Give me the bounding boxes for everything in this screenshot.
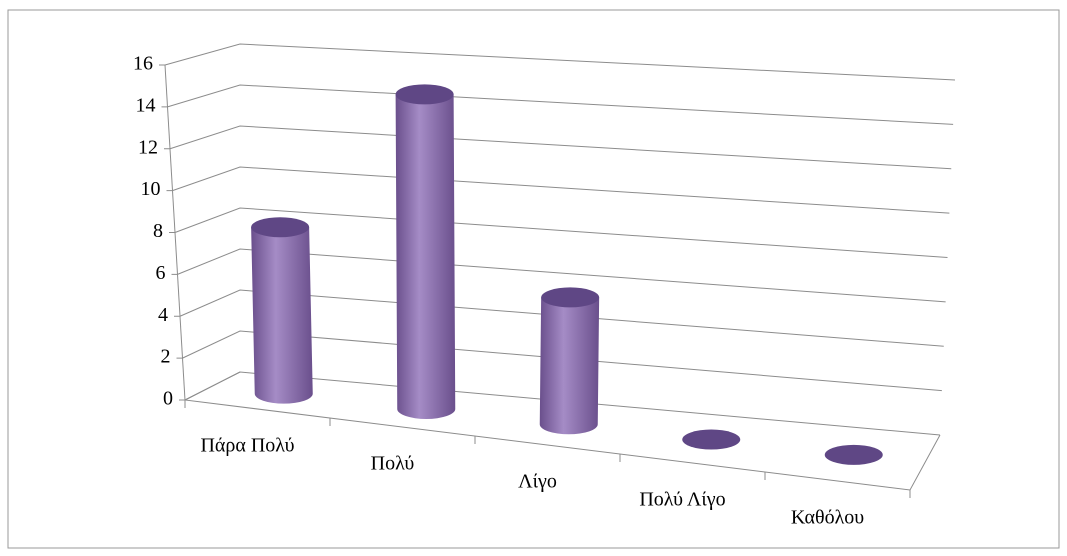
y-tick-label: 14 <box>136 94 156 116</box>
y-tick-label: 0 <box>163 388 173 410</box>
grid-line <box>182 330 942 392</box>
x-tick-label: Πολύ <box>371 453 415 475</box>
bar-body <box>395 94 456 419</box>
bar-top <box>251 217 310 238</box>
y-tick-label: 6 <box>156 262 166 284</box>
bar-top <box>395 84 454 105</box>
x-tick-label: Καθόλου <box>791 507 864 529</box>
bar <box>824 444 883 465</box>
y-tick-label: 8 <box>153 220 163 242</box>
y-axis-line <box>164 64 186 401</box>
y-tick-label: 12 <box>138 136 158 158</box>
grid-line <box>172 166 950 214</box>
y-tick-label: 4 <box>158 304 168 326</box>
grid-line <box>169 125 952 170</box>
bar <box>682 429 741 450</box>
grid-line <box>164 43 956 81</box>
bar-top <box>541 287 600 308</box>
grid-line <box>167 84 954 125</box>
y-tick-label: 16 <box>133 53 153 75</box>
bar-body <box>251 227 313 404</box>
bar <box>395 84 456 419</box>
bar-top <box>682 429 741 450</box>
y-tick-label: 10 <box>141 178 161 200</box>
floor-edge <box>183 371 941 491</box>
x-tick-label: Πολύ Λίγο <box>639 489 725 511</box>
bar <box>539 287 600 435</box>
x-tick-label: Πάρα Πολύ <box>200 435 294 457</box>
x-tick-label: Λίγο <box>518 471 557 493</box>
grid-line <box>179 289 944 347</box>
chart-frame <box>7 9 1060 549</box>
grid-line <box>177 248 946 303</box>
bar-body <box>539 297 600 435</box>
bar-top <box>824 444 883 465</box>
bar <box>251 217 313 404</box>
grid-line <box>174 207 948 258</box>
y-tick-label: 2 <box>161 346 171 368</box>
